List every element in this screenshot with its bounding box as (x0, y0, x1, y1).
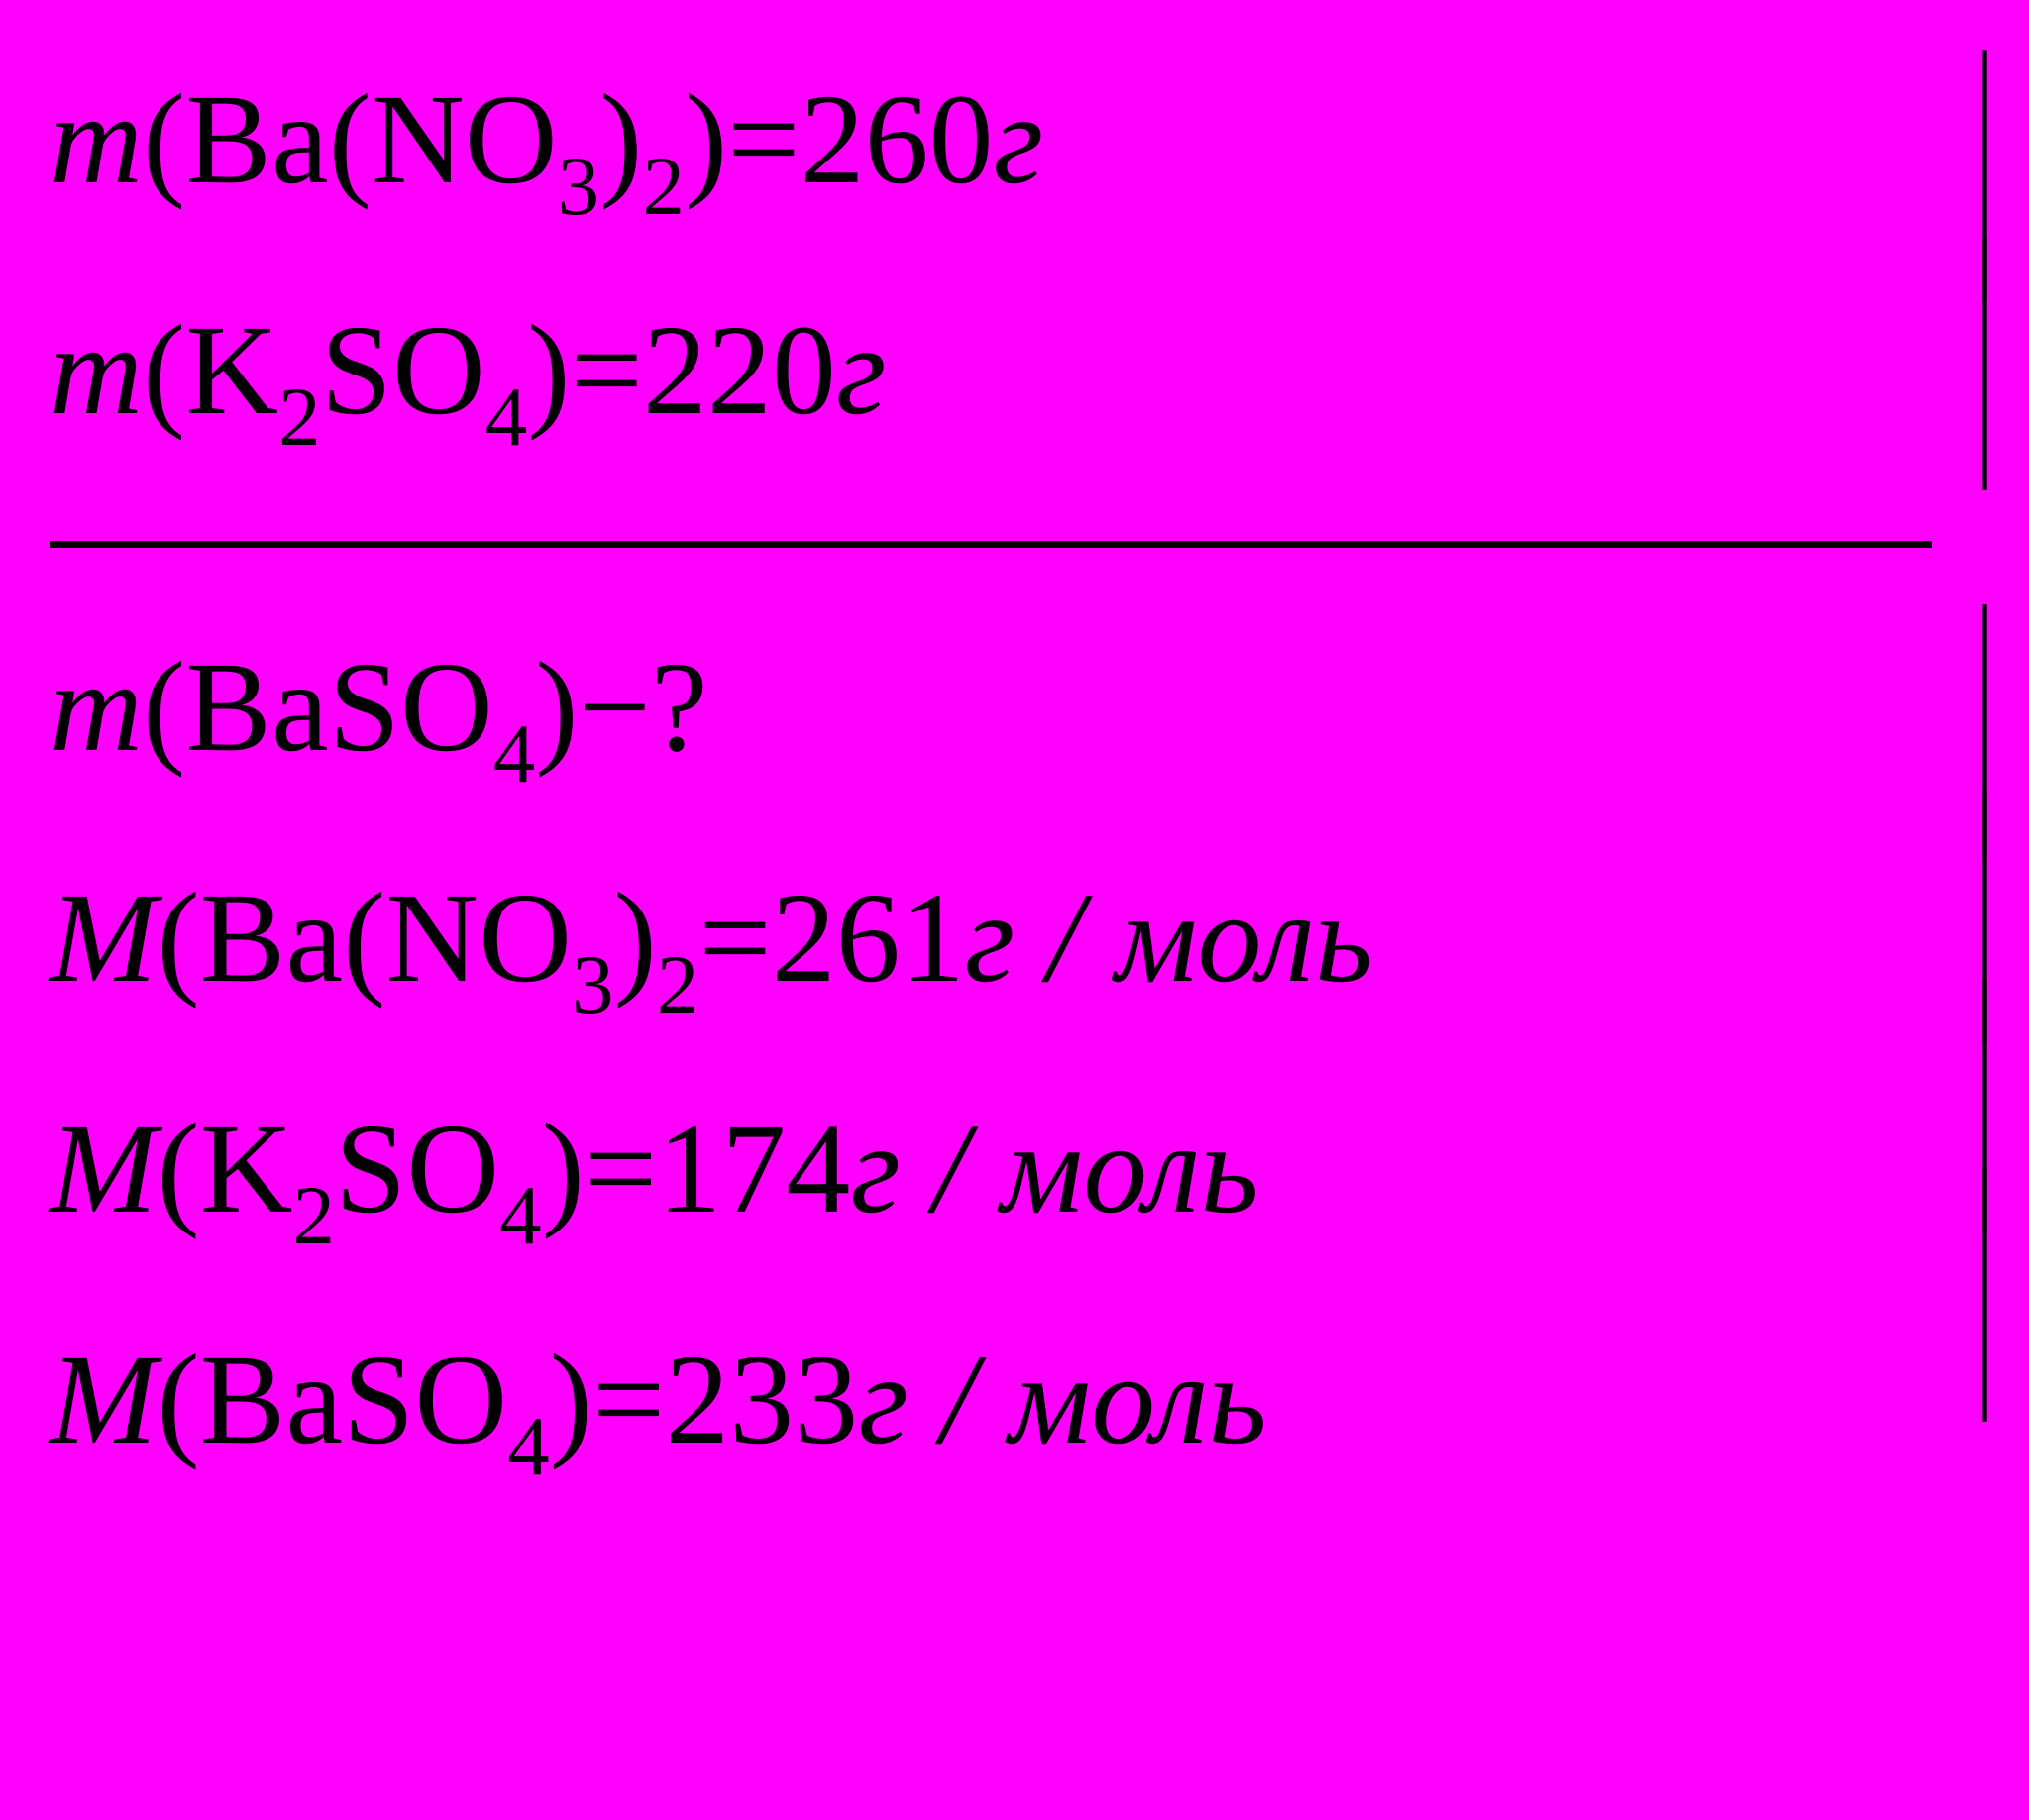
find-section: m (BaSO 4 ) − ? M (Ba(NO 3 ) 2 = 261 г /… (50, 568, 1932, 1471)
var: M (50, 868, 157, 1010)
subscript: 4 (499, 1170, 542, 1263)
value: 233 (665, 1330, 858, 1471)
formula-part: ) (599, 69, 642, 211)
formula-part: (Ba(NO (157, 868, 572, 1010)
formula-part: (K (143, 300, 278, 442)
find-line-1: m (BaSO 4 ) − ? (50, 637, 1932, 779)
value: 260 (801, 69, 994, 211)
value: 174 (657, 1099, 850, 1240)
given-section: m (Ba(NO 3 ) 2 ) = 260 г m (K 2 SO 4 ) =… (50, 40, 1932, 521)
equals: = (585, 1099, 657, 1240)
vertical-bar-column: | | | | | | (1972, 40, 1999, 1780)
formula-part: (Ba(NO (143, 69, 558, 211)
subscript: 2 (657, 939, 699, 1032)
formula-part: (K (157, 1099, 292, 1240)
vertical-bar-icon: | (1976, 1157, 1994, 1379)
var: M (50, 1330, 157, 1471)
var: m (50, 300, 143, 442)
subscript: 2 (278, 372, 321, 465)
formula-part: ) (550, 1330, 592, 1471)
content-column: m (Ba(NO 3 ) 2 ) = 260 г m (K 2 SO 4 ) =… (50, 40, 1972, 1780)
given-line-1: m (Ba(NO 3 ) 2 ) = 260 г (50, 69, 1932, 211)
equals: = (727, 69, 800, 211)
equals: = (571, 300, 643, 442)
formula-part: SO (321, 300, 485, 442)
var: M (50, 1099, 157, 1240)
formula-part: (BaSO (157, 1330, 507, 1471)
chemistry-problem-box: m (Ba(NO 3 ) 2 ) = 260 г m (K 2 SO 4 ) =… (50, 40, 1999, 1780)
formula-part: ) (527, 300, 570, 442)
unit: г / моль (850, 1099, 1258, 1240)
var: m (50, 69, 143, 211)
equals: = (698, 868, 771, 1010)
formula-part: ) (614, 868, 657, 1010)
molar-mass-line-1: M (Ba(NO 3 ) 2 = 261 г / моль (50, 868, 1932, 1010)
vertical-bar-icon: | (1976, 226, 1994, 448)
molar-mass-line-3: M (BaSO 4 ) = 233 г / моль (50, 1330, 1932, 1471)
formula-part: ) (685, 69, 727, 211)
value: 261 (772, 868, 965, 1010)
formula-part: ) (535, 637, 578, 779)
formula-part: (BaSO (143, 637, 493, 779)
unit: г / моль (965, 868, 1373, 1010)
horizontal-divider (50, 541, 1932, 548)
subscript: 2 (292, 1170, 335, 1263)
subscript: 3 (572, 939, 614, 1032)
unit: г / моль (858, 1330, 1266, 1471)
subscript: 3 (558, 141, 600, 234)
molar-mass-line-2: M (K 2 SO 4 ) = 174 г / моль (50, 1099, 1932, 1240)
unit: г (994, 69, 1044, 211)
dash: − (579, 637, 651, 779)
given-line-2: m (K 2 SO 4 ) = 220 г (50, 300, 1932, 442)
formula-part: ) (542, 1099, 585, 1240)
equals: = (592, 1330, 665, 1471)
var: m (50, 637, 143, 779)
unit: г (836, 300, 887, 442)
subscript: 4 (493, 708, 536, 802)
formula-part: SO (335, 1099, 499, 1240)
question-mark: ? (651, 637, 708, 779)
subscript: 2 (642, 141, 685, 234)
subscript: 4 (485, 372, 528, 465)
subscript: 4 (507, 1401, 550, 1494)
value: 220 (643, 300, 836, 442)
